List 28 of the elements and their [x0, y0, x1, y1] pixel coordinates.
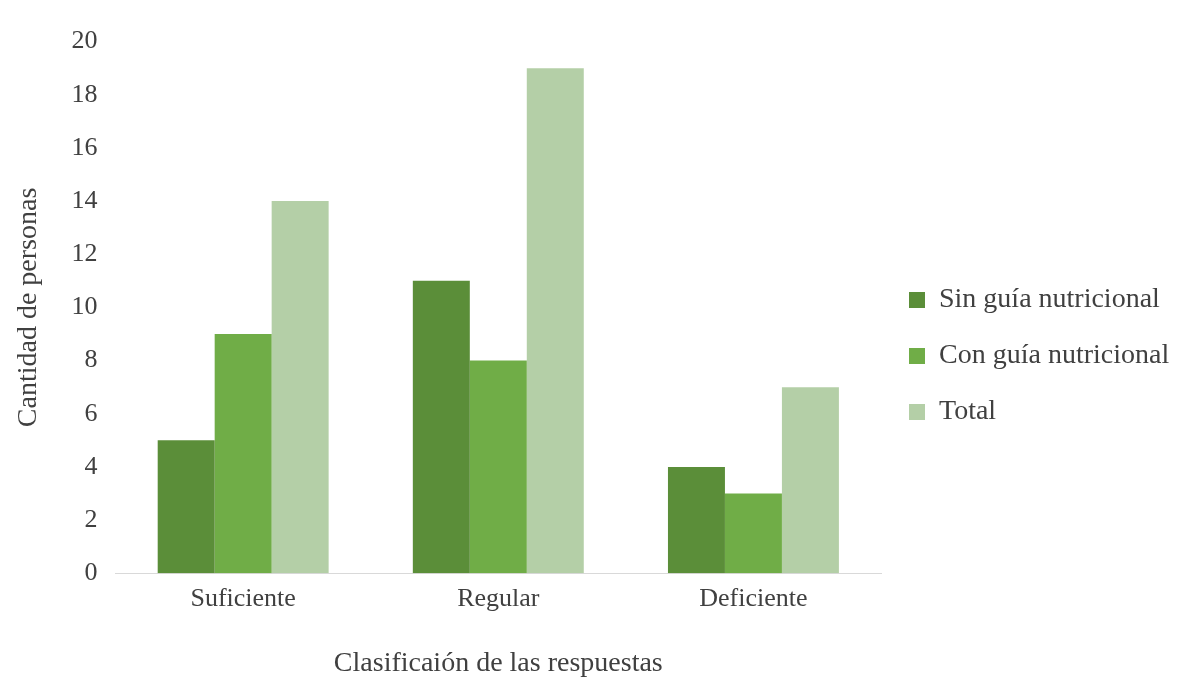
y-tick-label: 8 [84, 344, 98, 374]
legend-label: Con guía nutricional [939, 338, 1170, 370]
x-tick-label: Regular [457, 582, 540, 612]
y-tick-label: 4 [84, 450, 98, 480]
y-axis-title: Cantidad de personas [11, 187, 43, 428]
x-axis-title: Clasificaión de las respuestas [333, 645, 663, 677]
bar [214, 333, 272, 574]
bar [271, 201, 329, 574]
bar [157, 440, 215, 574]
y-tick-label: 6 [84, 397, 98, 427]
x-tick-label: Deficiente [699, 582, 808, 612]
y-tick-label: 14 [71, 184, 98, 214]
bar [412, 280, 470, 574]
bar [667, 466, 725, 574]
bar [724, 493, 782, 574]
y-tick-label: 20 [71, 25, 98, 55]
x-tick-label: Suficiente [190, 582, 296, 612]
bar [469, 360, 527, 574]
y-tick-label: 18 [71, 78, 98, 108]
bar [781, 387, 839, 574]
legend-label: Sin guía nutricional [939, 282, 1161, 314]
y-tick-label: 2 [84, 503, 98, 533]
y-tick-label: 16 [71, 131, 98, 161]
bar [526, 68, 584, 574]
y-tick-label: 12 [71, 238, 98, 268]
legend-label: Total [939, 394, 997, 426]
y-tick-label: 0 [84, 557, 98, 587]
y-tick-label: 10 [71, 291, 98, 321]
